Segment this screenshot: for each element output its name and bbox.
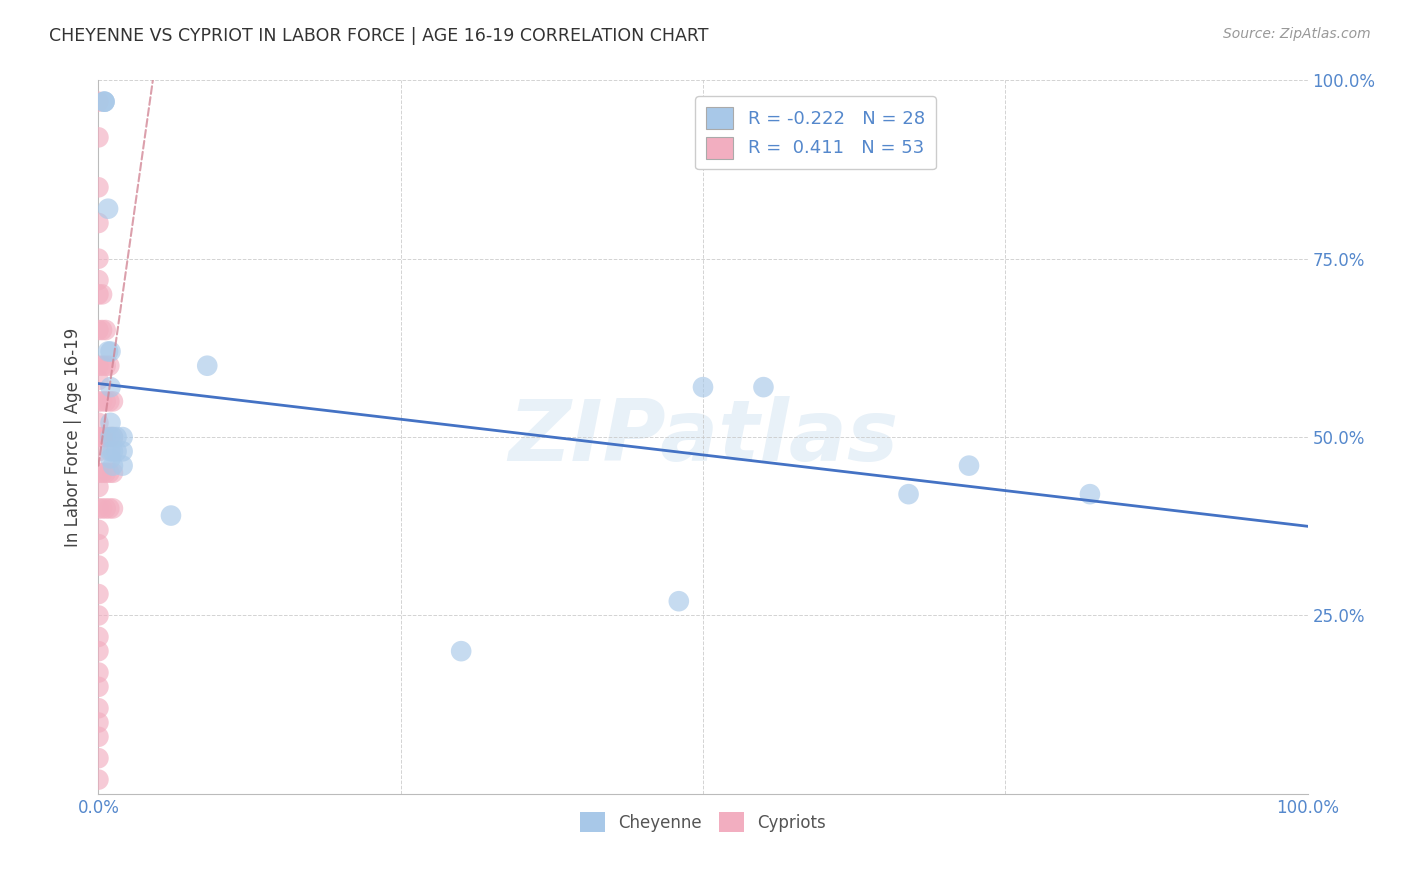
Point	[87, 558, 110, 573]
Point	[98, 501, 121, 516]
Point	[87, 730, 110, 744]
Point	[87, 252, 110, 266]
Point	[87, 359, 110, 373]
Point	[668, 594, 690, 608]
Point	[87, 444, 110, 458]
Point	[87, 630, 110, 644]
Point	[97, 202, 120, 216]
Legend: Cheyenne, Cypriots: Cheyenne, Cypriots	[574, 805, 832, 839]
Y-axis label: In Labor Force | Age 16-19: In Labor Force | Age 16-19	[65, 327, 83, 547]
Point	[450, 644, 472, 658]
Point	[87, 501, 110, 516]
Point	[98, 466, 121, 480]
Point	[105, 444, 128, 458]
Point	[94, 466, 117, 480]
Point	[160, 508, 183, 523]
Point	[100, 380, 122, 394]
Point	[98, 359, 121, 373]
Point	[87, 287, 110, 301]
Point	[98, 394, 121, 409]
Point	[87, 373, 110, 387]
Point	[100, 416, 122, 430]
Point	[94, 430, 117, 444]
Point	[101, 466, 124, 480]
Point	[87, 394, 110, 409]
Point	[93, 95, 115, 109]
Point	[692, 380, 714, 394]
Point	[101, 430, 124, 444]
Point	[94, 359, 117, 373]
Point	[87, 523, 110, 537]
Text: Source: ZipAtlas.com: Source: ZipAtlas.com	[1223, 27, 1371, 41]
Point	[91, 430, 114, 444]
Point	[87, 323, 110, 337]
Point	[957, 458, 980, 473]
Point	[101, 444, 124, 458]
Point	[111, 458, 134, 473]
Point	[91, 323, 114, 337]
Point	[87, 680, 110, 694]
Point	[87, 715, 110, 730]
Point	[91, 287, 114, 301]
Point	[111, 444, 134, 458]
Point	[105, 430, 128, 444]
Point	[91, 359, 114, 373]
Point	[87, 430, 110, 444]
Point	[87, 480, 110, 494]
Point	[94, 323, 117, 337]
Point	[98, 430, 121, 444]
Point	[101, 394, 124, 409]
Point	[87, 416, 110, 430]
Point	[93, 95, 115, 109]
Point	[87, 180, 110, 194]
Point	[91, 466, 114, 480]
Point	[87, 466, 110, 480]
Point	[87, 537, 110, 551]
Point	[101, 501, 124, 516]
Point	[195, 359, 218, 373]
Point	[100, 451, 122, 466]
Point	[87, 751, 110, 765]
Point	[97, 344, 120, 359]
Point	[87, 216, 110, 230]
Point	[87, 95, 110, 109]
Point	[752, 380, 775, 394]
Point	[87, 273, 110, 287]
Point	[87, 665, 110, 680]
Point	[100, 430, 122, 444]
Point	[93, 95, 115, 109]
Point	[100, 444, 122, 458]
Point	[101, 458, 124, 473]
Point	[87, 130, 110, 145]
Point	[100, 344, 122, 359]
Point	[94, 394, 117, 409]
Point	[91, 501, 114, 516]
Point	[87, 772, 110, 787]
Point	[87, 587, 110, 601]
Point	[91, 394, 114, 409]
Text: CHEYENNE VS CYPRIOT IN LABOR FORCE | AGE 16-19 CORRELATION CHART: CHEYENNE VS CYPRIOT IN LABOR FORCE | AGE…	[49, 27, 709, 45]
Point	[101, 430, 124, 444]
Point	[87, 644, 110, 658]
Point	[1078, 487, 1101, 501]
Point	[111, 430, 134, 444]
Point	[897, 487, 920, 501]
Point	[87, 608, 110, 623]
Text: ZIPatlas: ZIPatlas	[508, 395, 898, 479]
Point	[94, 501, 117, 516]
Point	[87, 701, 110, 715]
